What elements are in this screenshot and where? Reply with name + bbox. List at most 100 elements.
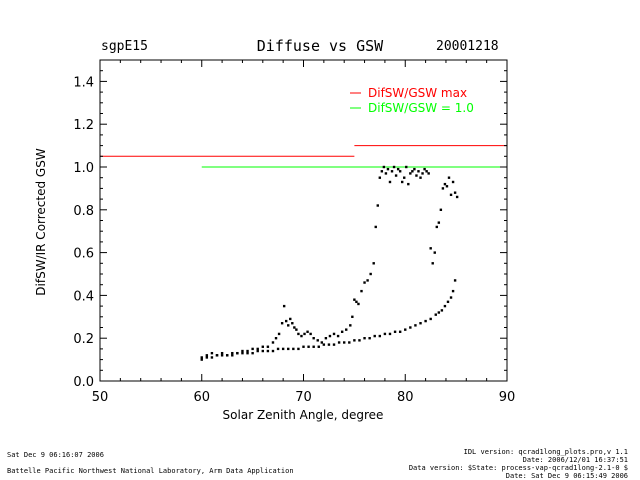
data-point-morning	[231, 354, 234, 357]
data-point-morning	[348, 341, 351, 344]
data-point-morning	[443, 304, 447, 308]
data-point-afternoon	[384, 172, 388, 175]
site-name: sgpE15	[101, 39, 148, 54]
data-point-morning	[256, 349, 259, 353]
data-point-morning	[266, 349, 270, 353]
data-point-morning	[434, 313, 437, 316]
data-point-afternoon	[300, 334, 303, 338]
data-point-afternoon	[266, 345, 270, 348]
data-point-afternoon	[374, 225, 377, 229]
data-point-afternoon	[413, 167, 416, 171]
data-point-morning	[453, 279, 457, 282]
data-point-afternoon	[392, 165, 396, 169]
data-point-morning	[449, 296, 453, 299]
data-point-afternoon	[277, 332, 281, 336]
data-point-afternoon	[200, 356, 203, 359]
data-point-afternoon	[256, 347, 259, 351]
data-point-afternoon	[205, 354, 209, 357]
y-tick-label: 0.8	[73, 204, 94, 219]
data-point-afternoon	[261, 345, 264, 348]
data-point-afternoon	[280, 322, 284, 325]
data-date: Date: Sat Dec 9 06:15:49 2006	[505, 472, 628, 480]
data-point-afternoon	[388, 180, 392, 184]
x-tick-label: 50	[92, 390, 109, 405]
data-point-afternoon	[390, 170, 394, 173]
data-point-afternoon	[453, 191, 457, 194]
data-point-morning	[271, 349, 275, 353]
data-points	[200, 165, 459, 361]
data-point-afternoon	[332, 332, 336, 336]
data-point-afternoon	[398, 170, 402, 173]
y-tick-label: 1.4	[73, 75, 94, 90]
data-version: Data version: $State: process-vap-qcrad1…	[408, 464, 628, 472]
x-tick-label: 70	[295, 390, 312, 405]
data-point-afternoon	[421, 172, 424, 175]
data-point-afternoon	[287, 324, 290, 327]
data-point-afternoon	[312, 337, 315, 340]
y-tick-label: 1.2	[73, 118, 94, 133]
data-point-morning	[424, 319, 427, 323]
data-point-afternoon	[400, 180, 404, 184]
data-point-afternoon	[293, 326, 296, 329]
y-axis-label: DifSW/IR Corrected GSW	[34, 148, 48, 296]
data-point-afternoon	[355, 300, 358, 304]
data-point-afternoon	[246, 349, 249, 353]
y-tick-label: 0.6	[73, 247, 94, 262]
data-point-afternoon	[386, 167, 390, 171]
y-tick-label: 0.4	[73, 289, 94, 304]
data-point-afternoon	[405, 165, 408, 169]
data-point-afternoon	[324, 337, 328, 340]
data-point-afternoon	[437, 221, 441, 224]
data-point-afternoon	[415, 174, 418, 177]
reference-lines	[100, 145, 507, 168]
data-point-afternoon	[295, 328, 298, 331]
data-point-afternoon	[289, 317, 292, 321]
data-point-morning	[419, 322, 422, 325]
chart-date: 20001218	[436, 39, 499, 54]
data-point-morning	[373, 334, 376, 338]
data-point-morning	[281, 347, 285, 351]
data-point-afternoon	[417, 170, 420, 173]
data-point-morning	[363, 337, 366, 340]
data-point-afternoon	[297, 332, 300, 336]
data-point-afternoon	[340, 330, 344, 333]
data-point-afternoon	[433, 251, 436, 254]
data-point-morning	[343, 341, 346, 344]
data-point-afternoon	[429, 247, 432, 250]
idl-version: IDL version: qcrad1long_plots.pro,v 1.1	[463, 448, 628, 456]
data-point-afternoon	[282, 304, 286, 308]
data-point-afternoon	[251, 347, 254, 351]
data-point-morning	[287, 347, 290, 351]
data-point-afternoon	[366, 279, 369, 282]
data-point-morning	[327, 343, 331, 346]
data-point-morning	[383, 332, 387, 336]
data-point-afternoon	[396, 167, 400, 171]
x-tick-label: 90	[499, 390, 516, 405]
data-point-afternoon	[447, 176, 451, 179]
data-point-morning	[225, 354, 229, 357]
data-point-morning	[409, 326, 412, 329]
data-point-morning	[307, 345, 310, 348]
data-point-afternoon	[369, 272, 372, 276]
data-point-morning	[398, 330, 402, 333]
data-point-afternoon	[394, 174, 398, 177]
data-point-morning	[414, 324, 417, 327]
legend-label: DifSW/GSW max	[368, 86, 467, 100]
data-point-morning	[437, 311, 441, 314]
data-point-morning	[292, 347, 295, 351]
data-point-afternoon	[409, 172, 412, 175]
data-point-afternoon	[445, 185, 449, 188]
data-point-afternoon	[351, 315, 354, 318]
data-point-morning	[317, 345, 320, 348]
y-tick-label: 0.2	[73, 332, 94, 347]
data-point-morning	[368, 337, 371, 340]
data-point-afternoon	[382, 165, 386, 169]
y-tick-label: 1.0	[73, 161, 94, 176]
data-point-afternoon	[427, 172, 430, 175]
data-point-afternoon	[435, 225, 438, 229]
data-point-afternoon	[345, 328, 348, 331]
data-point-afternoon	[407, 182, 410, 186]
data-point-morning	[205, 356, 209, 359]
